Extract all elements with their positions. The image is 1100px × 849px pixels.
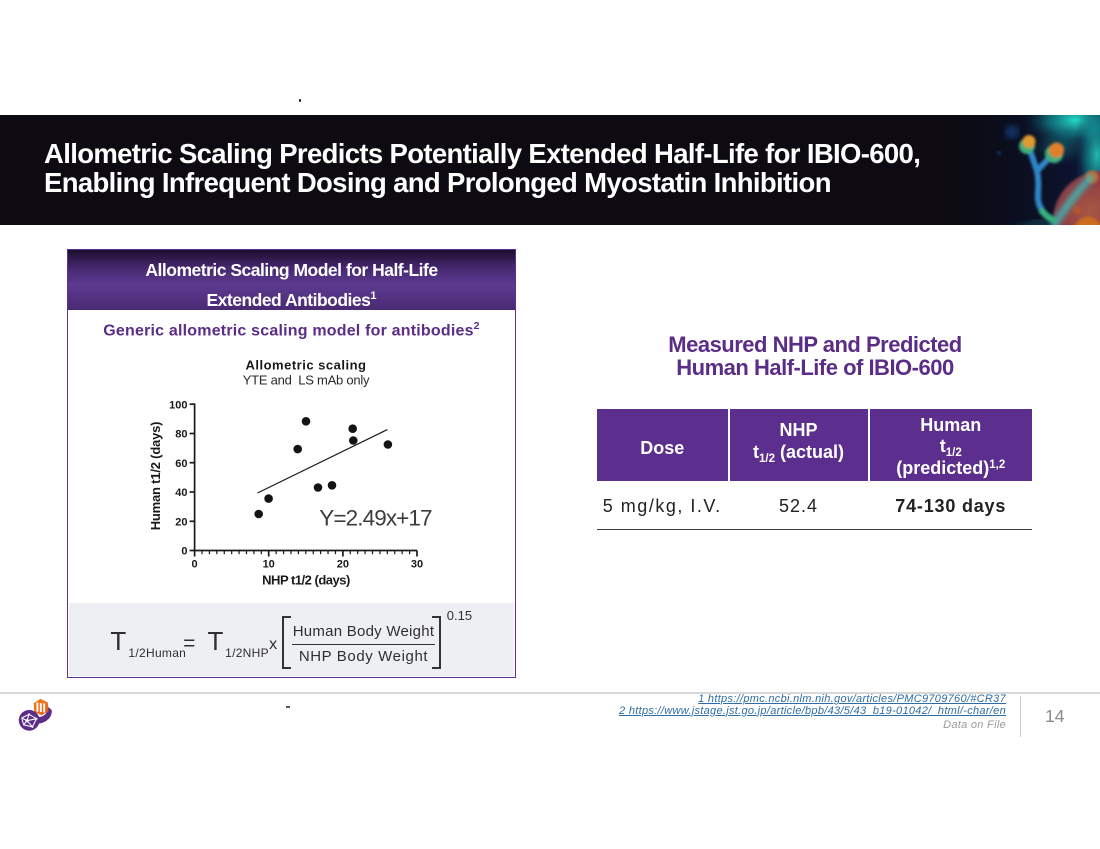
svg-text:80: 80 [175, 429, 187, 441]
svg-text:20: 20 [337, 559, 349, 571]
svg-text:30: 30 [411, 559, 423, 571]
svg-text:10: 10 [263, 559, 275, 571]
svg-text:YTE and LS mAb only: YTE and LS mAb only [243, 373, 370, 388]
svg-text:100: 100 [169, 399, 187, 411]
svg-text:Allometric scaling: Allometric scaling [246, 358, 367, 373]
svg-text:0: 0 [192, 559, 198, 571]
svg-text:60: 60 [175, 458, 187, 470]
svg-text:Human t1/2 (days): Human t1/2 (days) [148, 422, 163, 531]
svg-text:40: 40 [175, 487, 187, 499]
svg-text:0: 0 [181, 546, 187, 558]
svg-text:Y=2.49x+17: Y=2.49x+17 [319, 506, 432, 531]
svg-text:NHP t1/2 (days): NHP t1/2 (days) [262, 573, 350, 588]
svg-text:20: 20 [175, 516, 187, 528]
